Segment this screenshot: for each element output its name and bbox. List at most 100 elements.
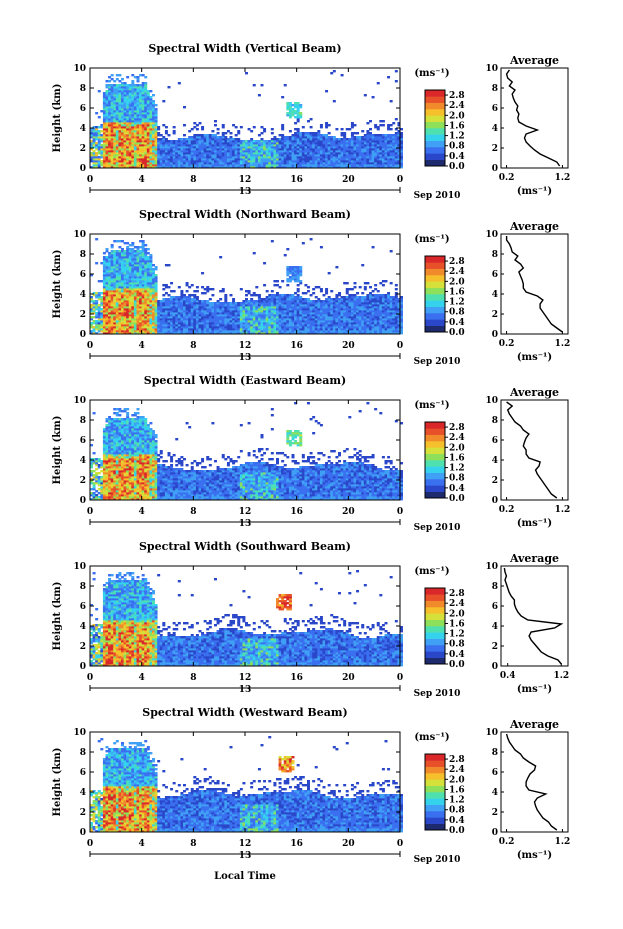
heatmap-cell [214,120,217,123]
heatmap-cell [141,142,145,145]
heatmap-cell [113,132,117,135]
heatmap-cell [296,116,300,119]
heatmap-cell [268,294,272,297]
heatmap-cell [263,140,267,143]
x-tick-label: 0 [87,175,93,185]
heatmap-cell [299,146,303,149]
heatmap-cell [389,134,393,137]
heatmap-cell [296,136,300,139]
heatmap-cell [126,124,130,127]
heatmap-cell [260,146,264,149]
heatmap-cell [239,140,243,143]
heatmap-cell [214,144,217,147]
heatmap-cell [164,130,168,133]
heatmap-cell [247,162,251,165]
heatmap-cell [198,154,202,157]
heatmap-cell [97,152,101,155]
heatmap-cell [146,106,150,109]
heatmap-cell [113,138,117,141]
heatmap-cell [105,132,109,135]
heatmap-cell [128,154,132,157]
heatmap-cell [208,144,212,147]
heatmap-cell [113,114,117,117]
heatmap-cell [172,164,176,167]
heatmap-cell [123,156,127,159]
heatmap-cell [312,288,316,291]
heatmap-cell [167,146,171,149]
heatmap-cell [317,130,321,133]
heatmap-cell [257,144,261,147]
heatmap-cell [294,150,298,153]
heatmap-cell [175,296,179,299]
heatmap-cell [263,142,267,145]
heatmap-cell [309,300,313,303]
heatmap-cell [139,240,143,243]
heatmap-cell [154,108,158,111]
heatmap-cell [265,140,269,143]
heatmap-cell [146,256,150,259]
heatmap-cell [234,142,238,145]
heatmap-cell [157,150,161,153]
heatmap-cell [229,162,233,165]
heatmap-cell [242,152,246,155]
heatmap-cell [146,166,150,169]
heatmap-cell [257,156,261,159]
heatmap-cell [113,96,117,99]
heatmap-cell [115,110,119,113]
heatmap-cell [108,158,112,161]
heatmap-cell [327,124,331,127]
heatmap-cell [139,88,143,91]
heatmap-cell [139,120,143,123]
heatmap-cell [260,150,264,153]
heatmap-cell [219,150,223,153]
heatmap-cell [247,150,251,153]
heatmap-cell [201,164,205,167]
heatmap-cell [95,154,99,157]
heatmap-cell [105,124,109,127]
heatmap-cell [221,156,225,159]
heatmap-cell [273,160,277,163]
heatmap-cell [247,154,251,157]
heatmap-cell [219,166,223,169]
heatmap-cell [146,162,150,165]
heatmap-cell [294,134,298,137]
heatmap-cell [146,146,150,149]
heatmap-cell [356,132,360,135]
heatmap-cell [276,144,279,147]
heatmap-cell [149,116,153,119]
heatmap-cell [159,158,163,161]
heatmap-cell [214,150,217,153]
heatmap-cell [102,166,106,169]
heatmap-cell [123,162,127,165]
heatmap-cell [118,140,122,143]
heatmap-cell [245,140,248,143]
heatmap-cell [133,108,137,111]
heatmap-cell [288,164,292,167]
heatmap-cell [325,122,329,125]
heatmap-cell [149,98,153,101]
heatmap-cell [229,136,233,139]
heatmap-cell [299,156,303,159]
heatmap-cell [139,106,143,109]
heatmap-cell [175,146,179,149]
heatmap-cell [214,146,217,149]
heatmap-cell [252,156,256,159]
heatmap-cell [113,152,117,155]
heatmap-cell [175,140,179,143]
heatmap-cell [250,156,254,159]
heatmap-cell [95,138,99,141]
heatmap-cell [270,290,274,293]
heatmap-cell [92,142,96,145]
heatmap-cell [190,128,194,131]
heatmap-cell [92,138,96,141]
heatmap-cell [126,162,130,165]
heatmap-cell [128,244,132,247]
heatmap-cell [273,284,277,287]
heatmap-cell [216,158,220,161]
heatmap-cell [141,108,145,111]
heatmap-cell [180,150,184,153]
heatmap-cell [121,118,124,121]
heatmap-cell [115,138,119,141]
heatmap-cell [141,96,145,99]
heatmap-cell [121,120,124,123]
